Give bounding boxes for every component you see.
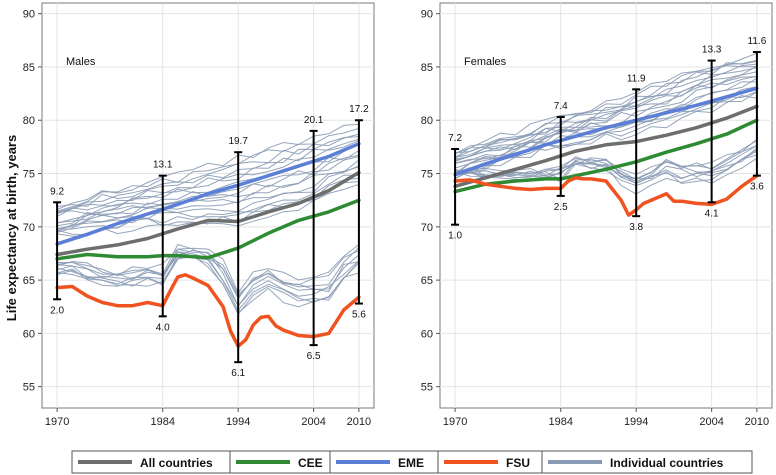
range-top-label: 11.6 [748,36,767,47]
individual-country-line [57,183,360,237]
range-top-label: 7.2 [448,133,462,144]
y-tick-label: 55 [23,382,35,394]
x-tick-label: 1994 [624,416,648,428]
x-tick-label: 1970 [45,416,69,428]
range-top-label: 20.1 [304,115,324,126]
range-top-label: 9.2 [50,186,64,197]
range-top-label: 13.3 [702,45,722,56]
x-tick-label: 2004 [301,416,325,428]
individual-country-line [57,166,360,230]
series-line-eme [55,141,361,246]
x-tick-label: 1970 [443,416,467,428]
y-tick-label: 80 [23,115,35,127]
series-line-cee [453,118,759,194]
individual-country-line [56,244,360,294]
x-tick-label: 2004 [699,416,723,428]
legend-item-box [541,450,753,474]
x-tick-label: 2010 [745,416,769,428]
y-tick-label: 70 [23,222,35,234]
y-tick-label: 70 [421,222,433,234]
individual-country-line [56,150,360,224]
range-top-label: 7.4 [554,101,568,112]
legend-label: Individual countries [610,456,724,470]
range-bottom-label: 6.1 [231,368,245,379]
x-tick-label: 2010 [347,416,371,428]
range-top-label: 11.9 [627,73,646,84]
range-top-label: 13.1 [153,160,173,171]
range-bottom-label: 3.6 [750,182,764,193]
legend: All countries CEE EME FSU Individual countri… [0,446,776,475]
females-panel: 55 60 65 70 75 80 85 90 1970 1984 1994 2004 2010 7.2 1… [421,2,773,428]
males-panel: 55 60 65 70 75 80 85 90 1970 1984 1994 2004 2010 9.2 2… [23,2,375,428]
individual-country-line [56,174,359,233]
individual-country-line [56,254,360,316]
y-tick-label: 55 [421,382,433,394]
individual-country-line [454,145,758,180]
y-tick-label: 75 [23,169,35,181]
individual-country-line [56,159,360,230]
range-bottom-label: 6.5 [307,351,321,362]
individual-country-line [454,65,758,162]
individual-country-line [454,52,758,155]
range-bottom-label: 5.6 [352,310,366,321]
range-bottom-label: 2.0 [50,305,64,316]
legend-label: All countries [140,456,213,470]
x-tick-label: 1984 [150,416,174,428]
series-line-fsu [55,273,361,348]
y-tick-label: 90 [23,9,35,21]
legend-label: EME [398,456,424,470]
series-line-all-countries [453,104,759,189]
panel-title: Males [66,56,96,68]
range-bottom-label: 2.5 [554,202,568,213]
y-tick-label: 75 [421,169,433,181]
individual-country-line [454,59,758,158]
individual-country-line [57,133,360,207]
y-tick-label: 90 [421,9,433,21]
individual-country-line [56,165,360,233]
individual-country-line [454,60,757,155]
series-line-all-countries [55,170,361,257]
y-tick-label: 65 [23,275,35,287]
y-tick-label: 85 [421,62,433,74]
individual-country-line [56,254,360,312]
individual-country-line [56,140,360,217]
legend-label: CEE [298,456,323,470]
individual-country-line [56,123,359,210]
individual-country-line [455,95,757,172]
range-bottom-label: 4.0 [156,322,170,333]
individual-country-line [56,136,359,215]
range-bottom-label: 3.8 [629,222,643,233]
panel-title: Females [464,56,507,68]
range-top-label: 17.2 [349,104,369,115]
range-top-label: 19.7 [228,136,248,147]
x-tick-label: 1984 [548,416,572,428]
y-tick-label: 60 [421,328,433,340]
range-bottom-label: 4.1 [705,208,719,219]
series-line-eme [453,86,759,177]
y-axis-label: Life expectancy at birth, years [4,135,19,321]
legend-label: FSU [506,456,530,470]
series-line-cee [55,198,361,261]
individual-country-line [454,71,758,161]
y-tick-label: 80 [421,115,433,127]
y-tick-label: 65 [421,275,433,287]
individual-country-line [454,63,757,159]
x-tick-label: 1994 [226,416,250,428]
individual-country-line [56,138,360,213]
range-bottom-label: 1.0 [448,231,462,242]
y-tick-label: 60 [23,328,35,340]
series-line-fsu [453,173,759,217]
individual-country-line [57,247,360,300]
y-tick-label: 85 [23,62,35,74]
